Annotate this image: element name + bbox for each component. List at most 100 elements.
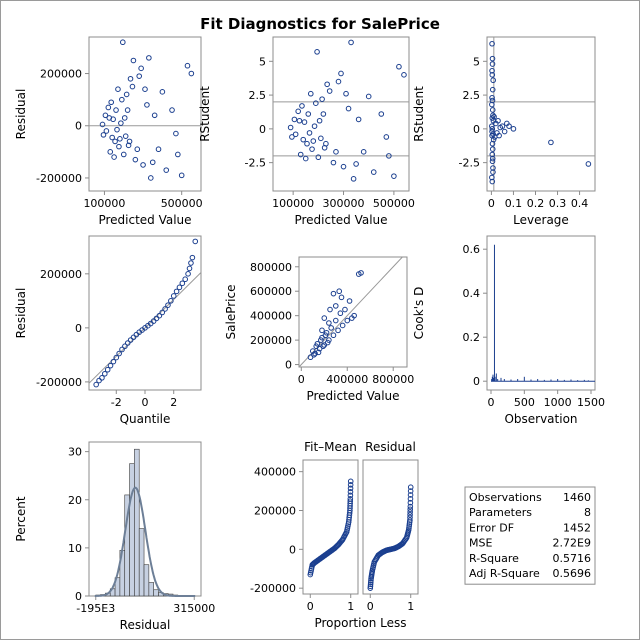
data-point (489, 86, 496, 93)
data-point (115, 86, 121, 93)
data-point (345, 105, 352, 112)
x-tick-label: 0 (307, 600, 314, 613)
data-point (319, 327, 325, 334)
data-point (151, 112, 158, 119)
data-point (296, 117, 303, 124)
y-tick-label: 5 (473, 55, 480, 68)
data-point (292, 131, 299, 138)
data-point (489, 155, 496, 162)
data-point (119, 39, 126, 46)
y-axis-label: Percent (14, 496, 28, 541)
x-tick-label: 0 (142, 396, 149, 409)
data-point (318, 337, 324, 343)
data-point (407, 514, 413, 521)
data-point (107, 362, 114, 369)
y-tick-label: 5 (259, 55, 266, 68)
data-point (333, 544, 339, 550)
data-point (489, 94, 495, 101)
data-point (490, 136, 497, 143)
data-point (489, 55, 496, 62)
data-point (350, 176, 357, 182)
data-point (489, 61, 496, 67)
y-tick-label: 800000 (250, 261, 292, 274)
data-point (313, 100, 319, 106)
data-point (99, 375, 105, 381)
x-tick-label: 0 (367, 600, 374, 613)
data-point (489, 72, 496, 78)
x-tick-label: 0.4 (571, 197, 589, 210)
data-point (383, 134, 390, 140)
data-point (407, 484, 414, 490)
data-point (501, 128, 508, 135)
data-point (120, 151, 127, 158)
data-point (146, 55, 152, 61)
data-point (336, 288, 343, 295)
data-point (147, 175, 154, 181)
data-point (113, 107, 119, 113)
data-point (358, 270, 364, 276)
data-point (378, 111, 385, 117)
data-point (489, 67, 495, 74)
y-tick-label: 200000 (40, 268, 82, 281)
data-point (142, 86, 148, 93)
plot-frame (88, 36, 202, 192)
data-point (407, 506, 414, 513)
data-point (305, 111, 312, 117)
data-point (96, 377, 102, 384)
plot-frame (272, 36, 410, 192)
data-point (351, 312, 357, 319)
panel-qq-residual: -200000 0 200000 -2 0 2 Quantile Residual (14, 235, 202, 426)
y-tick-label: 2.5 (463, 89, 481, 102)
data-point (548, 139, 554, 146)
y-tick-label: 0.6 (463, 243, 481, 256)
data-point (188, 260, 194, 266)
data-point (188, 70, 195, 77)
data-point (407, 511, 413, 518)
data-point (112, 138, 118, 145)
data-point (124, 107, 131, 113)
plot-frame (362, 459, 419, 595)
data-point (315, 349, 322, 356)
data-point (165, 302, 171, 308)
data-point (149, 159, 156, 166)
y-axis-label: Cook's D (412, 287, 426, 340)
histogram-bar (129, 463, 135, 597)
data-point (123, 91, 130, 98)
plot-frame (302, 459, 359, 595)
data-point (499, 123, 506, 129)
data-point (585, 161, 592, 167)
y-axis-label: Residual (14, 288, 28, 339)
data-point (144, 102, 150, 108)
data-point (111, 154, 117, 160)
panel-residual-fit-spread: -200000 0 200000 400000 0 1 (250, 459, 359, 613)
data-point (386, 153, 392, 159)
histogram-bar (153, 589, 159, 597)
y-tick-label: 400000 (250, 310, 292, 323)
x-tick-label: 315000 (173, 602, 215, 615)
data-point (105, 104, 112, 111)
data-point (299, 103, 305, 109)
data-point (100, 132, 107, 138)
data-point (406, 521, 413, 527)
data-point (489, 40, 495, 47)
data-point (368, 577, 374, 584)
data-point (347, 485, 354, 492)
plot-frame (486, 36, 596, 192)
y-tick-label: 0 (75, 322, 82, 335)
data-point (506, 123, 512, 129)
data-point (324, 81, 330, 88)
y-tick-label: 0 (259, 123, 266, 136)
data-point (489, 146, 496, 152)
x-axis-label: Observation (504, 412, 577, 426)
data-point (99, 121, 106, 128)
data-point (122, 343, 128, 350)
data-point (186, 265, 193, 272)
data-point (287, 124, 294, 131)
data-point (155, 146, 162, 153)
data-point (119, 96, 125, 103)
data-point (407, 509, 413, 515)
data-point (176, 284, 183, 291)
data-point (132, 156, 139, 163)
